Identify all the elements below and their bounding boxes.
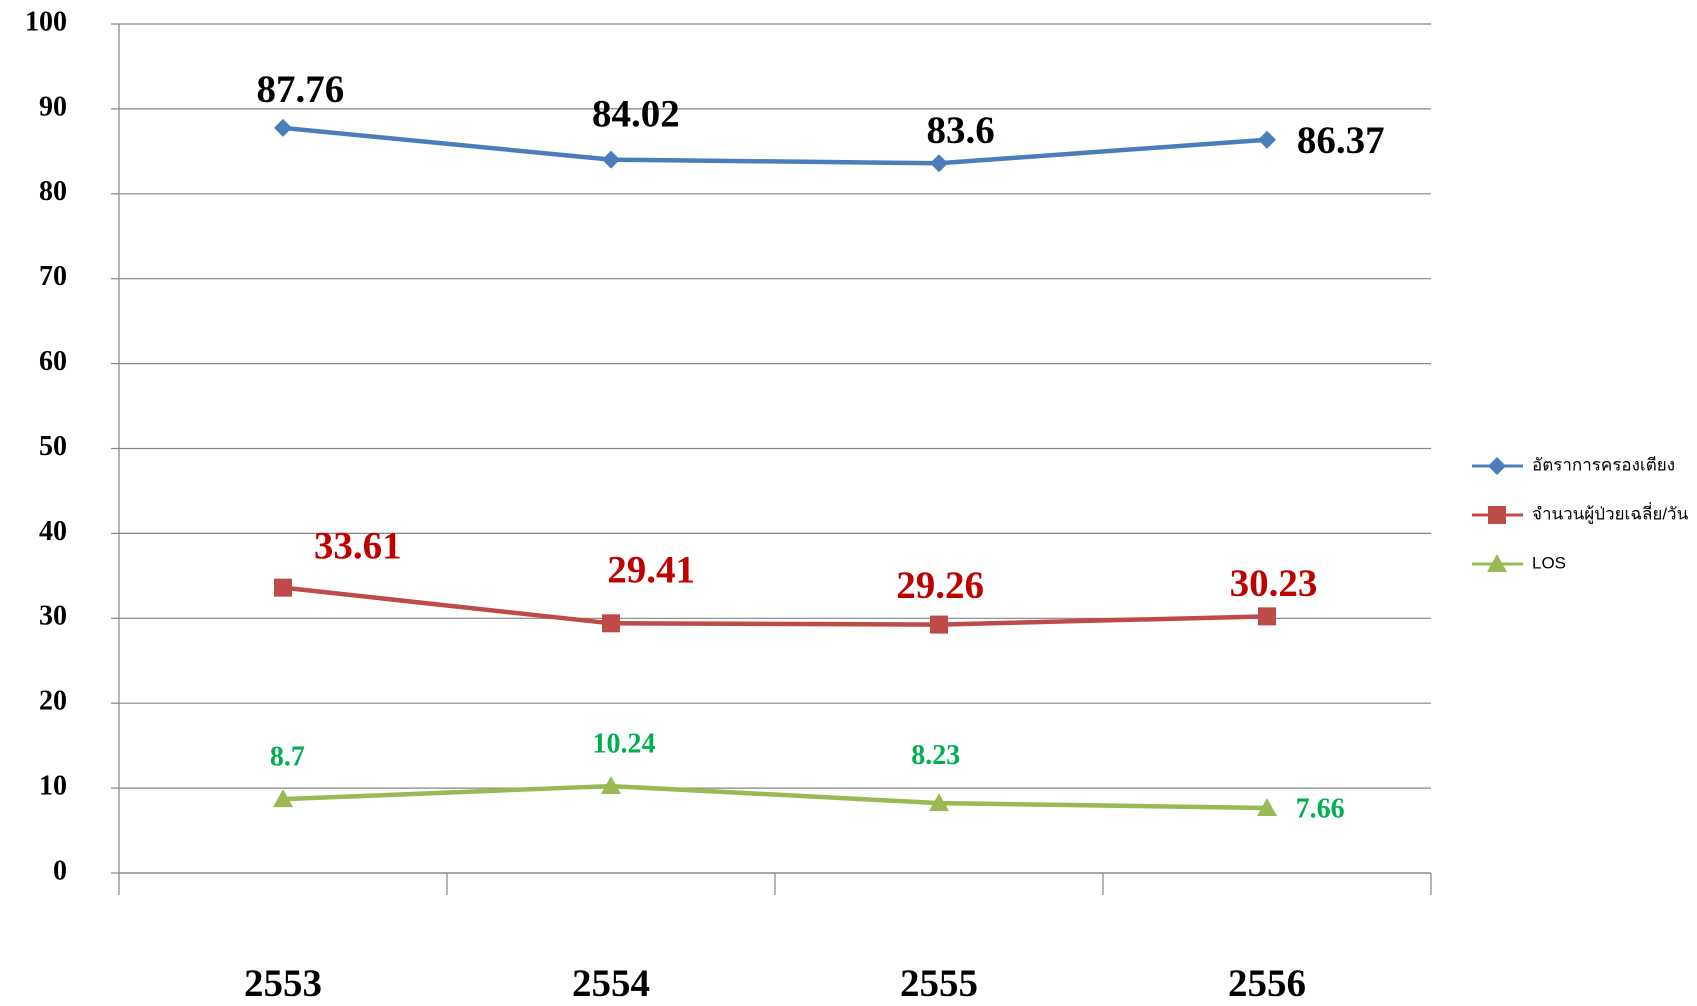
series-marker [929, 793, 949, 812]
series-marker [274, 118, 292, 137]
x-tick-label: 2554 [572, 962, 650, 1005]
series-marker [273, 789, 293, 808]
series-marker [602, 614, 620, 633]
series-line [282, 125, 1268, 166]
y-tick-label: 30 [39, 601, 67, 632]
data-label: 86.37 [1297, 119, 1385, 162]
y-tick-label: 10 [39, 771, 67, 802]
series-marker [274, 578, 292, 597]
y-tick-label: 90 [39, 91, 67, 122]
x-tick-label: 2555 [900, 962, 978, 1005]
y-tick-label: 40 [39, 516, 67, 547]
legend-label: LOS [1532, 553, 1566, 572]
data-label: 87.76 [256, 68, 344, 111]
series-marker [1258, 130, 1276, 149]
series-marker [601, 776, 621, 795]
y-tick-label: 70 [39, 261, 67, 292]
data-label: 83.6 [927, 109, 995, 152]
series-line [282, 585, 1268, 627]
y-tick-label: 50 [39, 431, 67, 462]
y-tick-label: 100 [25, 6, 67, 37]
legend-marker [1488, 506, 1506, 524]
series-marker [1257, 797, 1277, 816]
series-marker [602, 150, 620, 169]
data-label: 7.66 [1296, 794, 1345, 825]
legend-marker [1488, 457, 1506, 475]
y-tick-label: 20 [39, 686, 67, 717]
x-tick-label: 2553 [244, 962, 322, 1005]
data-label: 84.02 [592, 92, 680, 135]
legend-label: อัตราการครองเตียง [1532, 455, 1675, 474]
data-label: 29.41 [607, 548, 695, 591]
x-tick-label: 2556 [1228, 962, 1306, 1005]
series-marker [1258, 607, 1276, 626]
series-line [282, 783, 1268, 811]
series-marker [930, 615, 948, 634]
data-label: 10.24 [593, 728, 656, 759]
data-label: 8.23 [911, 740, 960, 771]
legend-marker [1487, 554, 1507, 572]
legend-label: จำนวนผู้ป่วยเฉลี่ย/วัน [1532, 501, 1689, 524]
data-label: 29.26 [896, 564, 984, 607]
y-tick-label: 80 [39, 176, 67, 207]
series-marker [930, 154, 948, 173]
data-label: 33.61 [314, 525, 402, 568]
data-label: 8.7 [270, 741, 305, 772]
data-label: 30.23 [1230, 562, 1318, 605]
y-tick-label: 0 [53, 855, 67, 886]
y-tick-label: 60 [39, 346, 67, 377]
